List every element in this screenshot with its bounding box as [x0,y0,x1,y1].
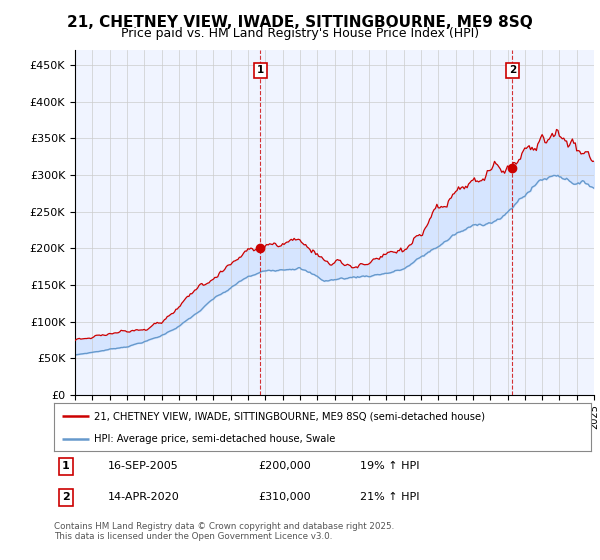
Text: 21, CHETNEY VIEW, IWADE, SITTINGBOURNE, ME9 8SQ: 21, CHETNEY VIEW, IWADE, SITTINGBOURNE, … [67,15,533,30]
Text: 2: 2 [62,492,70,502]
Text: £310,000: £310,000 [258,492,311,502]
Text: HPI: Average price, semi-detached house, Swale: HPI: Average price, semi-detached house,… [94,434,335,444]
Text: Price paid vs. HM Land Registry's House Price Index (HPI): Price paid vs. HM Land Registry's House … [121,27,479,40]
Text: £200,000: £200,000 [258,461,311,472]
Text: 2: 2 [509,65,516,75]
Text: 16-SEP-2005: 16-SEP-2005 [108,461,178,472]
Text: 1: 1 [257,65,264,75]
Text: Contains HM Land Registry data © Crown copyright and database right 2025.
This d: Contains HM Land Registry data © Crown c… [54,522,394,542]
Text: 1: 1 [62,461,70,472]
Text: 21% ↑ HPI: 21% ↑ HPI [360,492,419,502]
Text: 19% ↑ HPI: 19% ↑ HPI [360,461,419,472]
Text: 21, CHETNEY VIEW, IWADE, SITTINGBOURNE, ME9 8SQ (semi-detached house): 21, CHETNEY VIEW, IWADE, SITTINGBOURNE, … [94,411,485,421]
Text: 14-APR-2020: 14-APR-2020 [108,492,179,502]
